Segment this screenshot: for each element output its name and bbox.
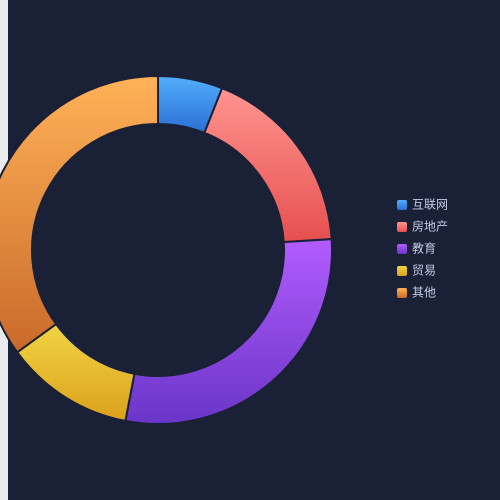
legend-item[interactable]: 房地产 bbox=[397, 219, 448, 234]
legend-marker bbox=[397, 222, 407, 232]
legend-label: 贸易 bbox=[412, 264, 436, 278]
legend-label: 其他 bbox=[412, 286, 436, 300]
legend-label: 互联网 bbox=[412, 198, 448, 212]
donut-slice bbox=[0, 74, 159, 354]
legend-item[interactable]: 互联网 bbox=[397, 198, 448, 212]
legend-label: 教育 bbox=[412, 241, 436, 256]
legend-marker bbox=[397, 288, 407, 298]
legend-marker bbox=[397, 200, 407, 210]
donut-slice bbox=[124, 238, 333, 425]
legend-item[interactable]: 贸易 bbox=[397, 264, 436, 278]
legend-item[interactable]: 教育 bbox=[397, 241, 436, 256]
donut-slice bbox=[203, 86, 333, 244]
legend-label: 房地产 bbox=[412, 219, 448, 234]
legend-marker bbox=[397, 244, 407, 254]
legend-marker bbox=[397, 266, 407, 276]
legend-item[interactable]: 其他 bbox=[397, 286, 436, 300]
